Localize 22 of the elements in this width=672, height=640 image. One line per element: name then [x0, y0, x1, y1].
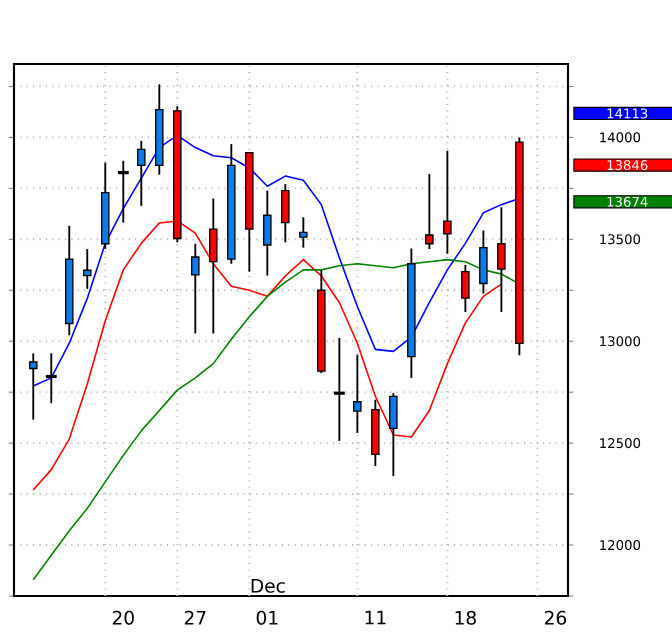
candlestick	[461, 264, 470, 313]
x-tick-label: 18	[455, 610, 476, 625]
candlestick	[389, 392, 398, 478]
x-tick-label: 01	[256, 610, 278, 625]
candlestick	[137, 139, 146, 207]
line-series	[32, 134, 521, 387]
x-tick-label: 20	[112, 610, 134, 625]
candlestick	[281, 183, 290, 244]
candlestick	[191, 242, 200, 335]
annotation: Dec	[251, 579, 285, 593]
x-tick-label: 26	[544, 610, 567, 625]
x-tick-label: 27	[184, 610, 206, 625]
candlestick	[443, 149, 452, 255]
candlestick	[83, 248, 92, 290]
candlestick	[29, 352, 38, 421]
candlestick	[479, 229, 488, 295]
candlestick	[263, 189, 272, 277]
x-tick-label: 11	[365, 610, 386, 625]
candlestick	[371, 398, 380, 468]
candlestick	[299, 216, 308, 249]
candlestick	[425, 173, 434, 250]
candlestick	[353, 353, 362, 434]
